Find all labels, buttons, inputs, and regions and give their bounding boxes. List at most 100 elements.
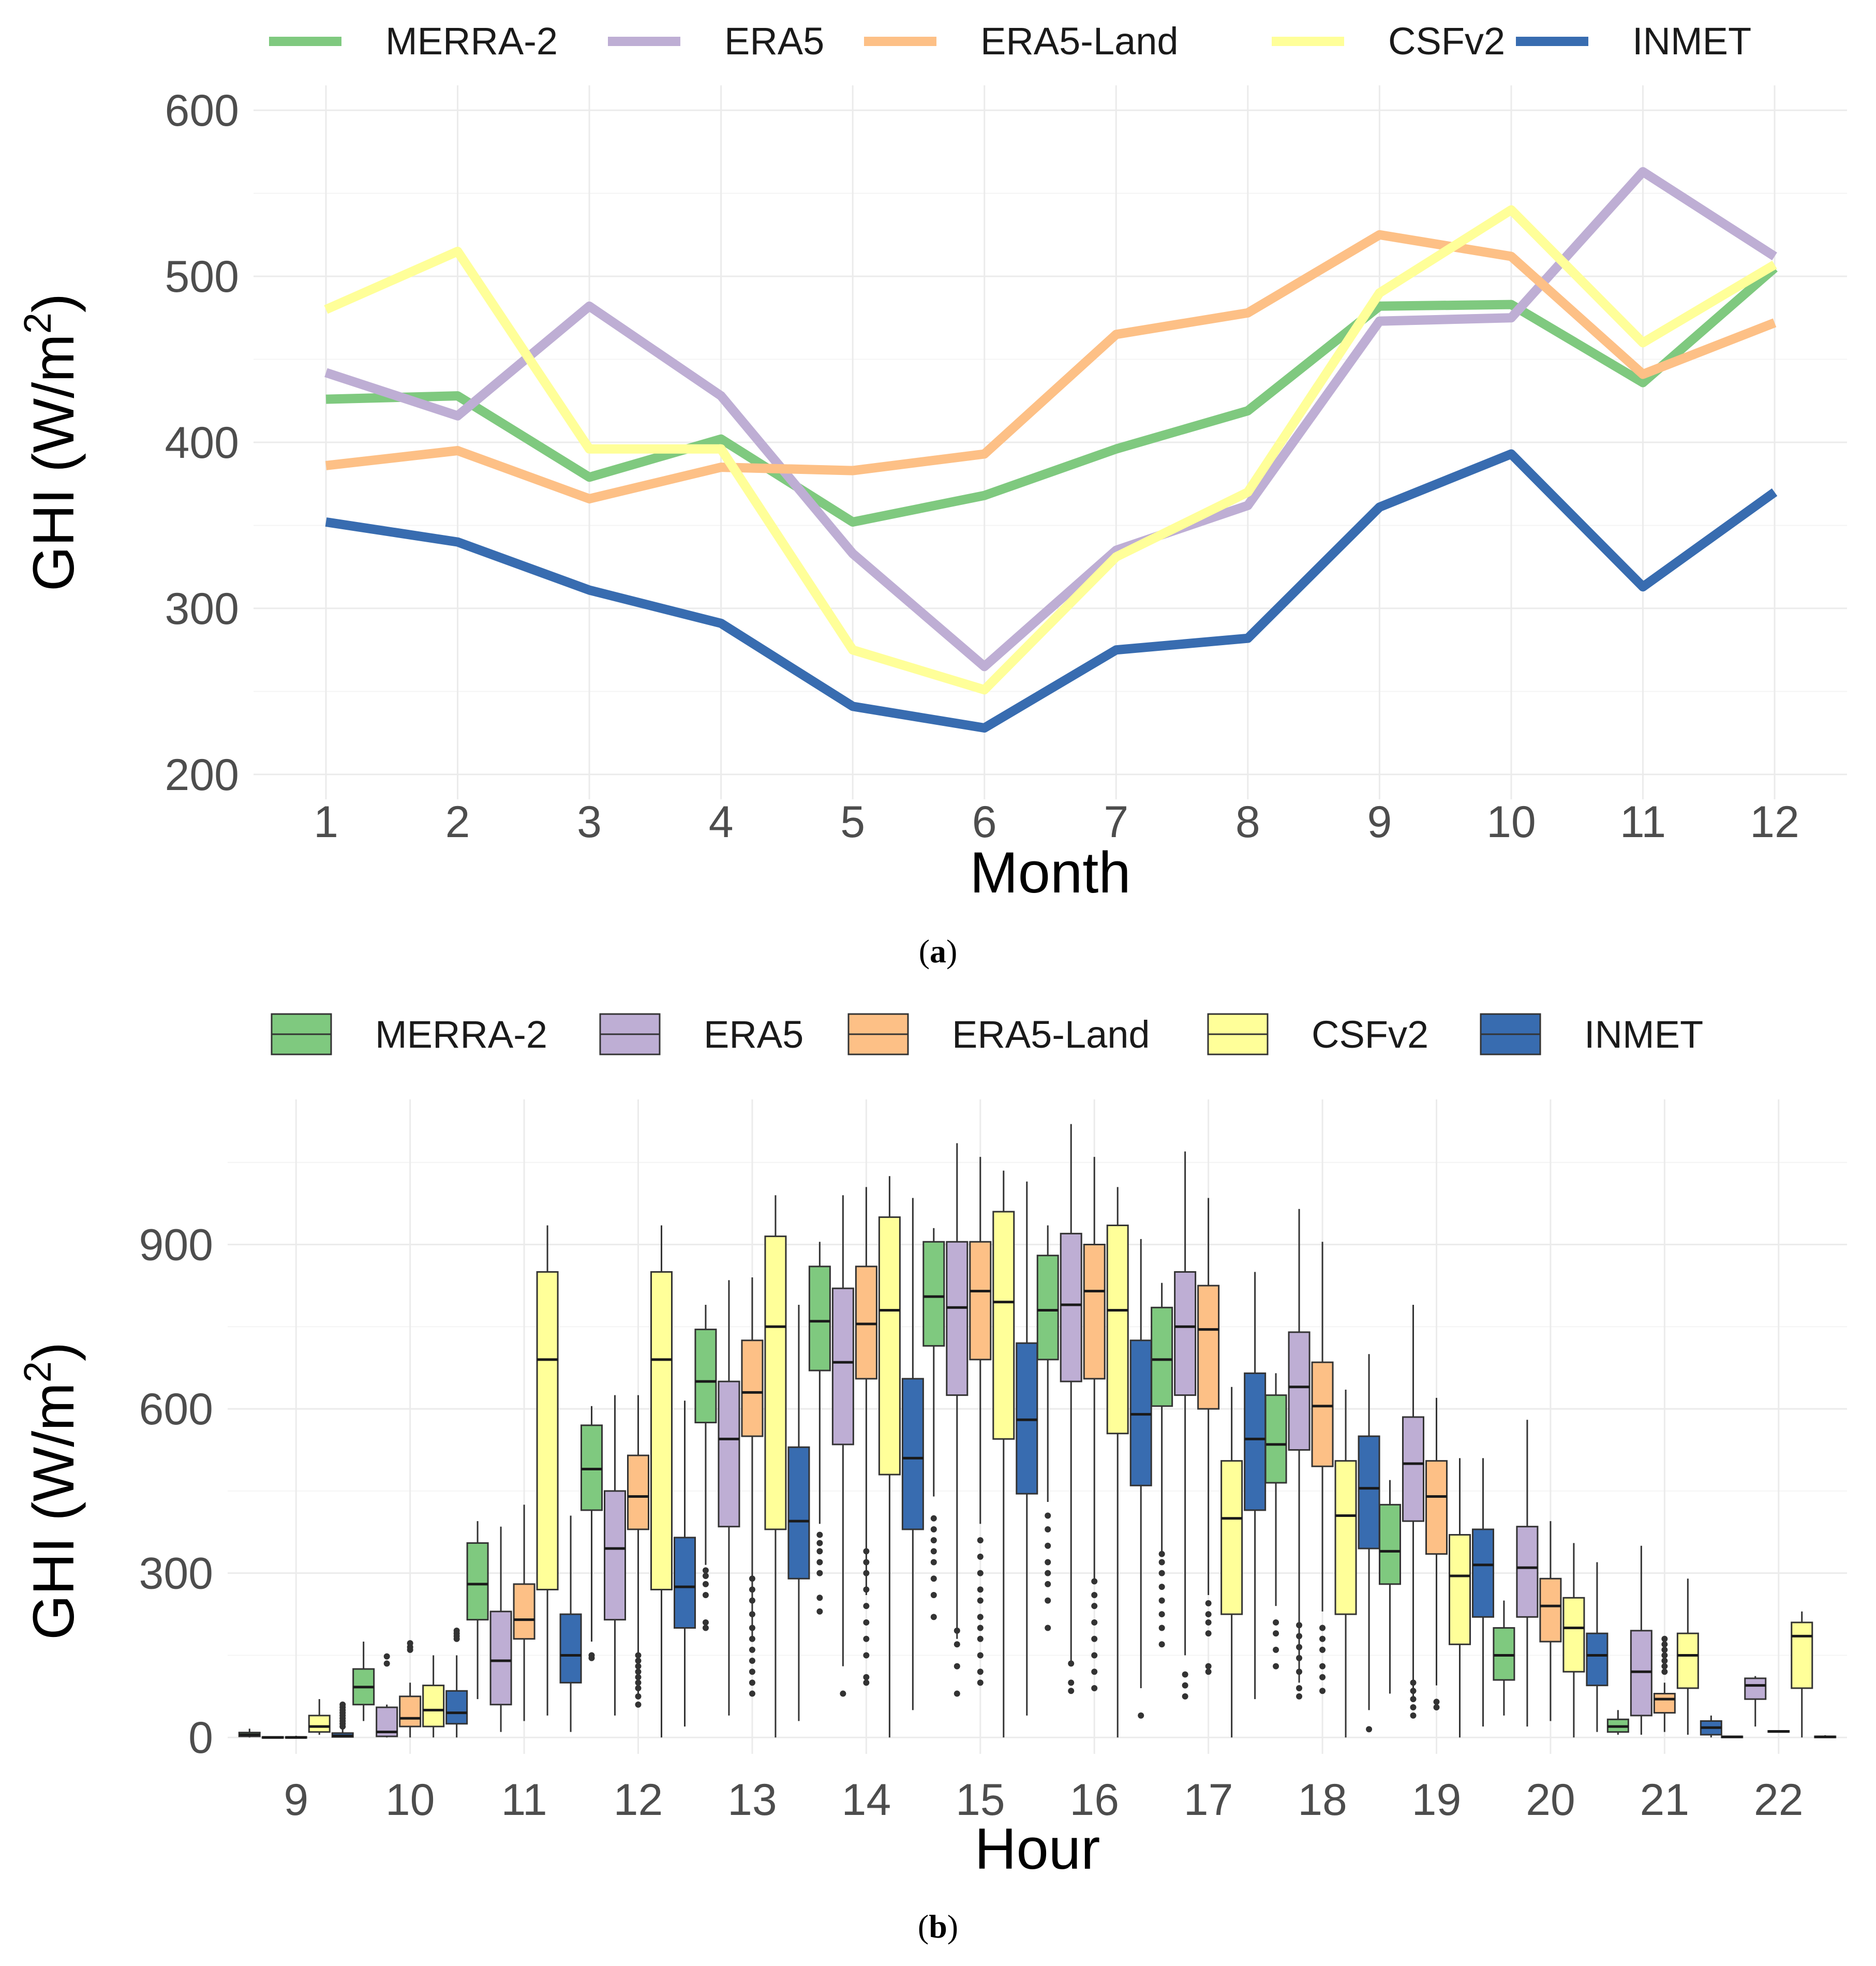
box-body — [741, 1339, 764, 1437]
box-merra-2-15 — [922, 1228, 945, 1620]
x-tick-label: 19 — [1412, 1775, 1462, 1825]
box-body — [489, 1611, 512, 1706]
outlier-point — [1138, 1712, 1144, 1719]
x-tick-label: 22 — [1754, 1775, 1804, 1825]
box-era5-land-19 — [1425, 1397, 1448, 1711]
outlier-point — [1296, 1633, 1303, 1640]
box-era5-land-10 — [399, 1640, 422, 1738]
outlier-point — [702, 1592, 709, 1599]
box-inmet-22 — [1814, 1735, 1837, 1738]
outlier-point — [930, 1537, 937, 1544]
box-era5-16 — [1060, 1124, 1082, 1694]
box-body — [1220, 1460, 1243, 1615]
outlier-point — [954, 1663, 960, 1670]
outlier-point — [1296, 1622, 1303, 1629]
outlier-point — [1158, 1570, 1165, 1576]
outlier-point — [977, 1669, 984, 1675]
outlier-point — [863, 1586, 870, 1593]
outlier-point — [383, 1660, 390, 1667]
outlier-point — [863, 1559, 870, 1566]
y-tick-label: 200 — [165, 750, 240, 800]
outlier-point — [1068, 1679, 1075, 1686]
box-body — [694, 1329, 717, 1424]
outlier-point — [1296, 1644, 1303, 1650]
box-body — [1791, 1621, 1813, 1689]
box-merra-2-11 — [466, 1521, 489, 1700]
outlier-point — [816, 1595, 823, 1601]
outlier-point — [954, 1690, 960, 1697]
outlier-point — [749, 1679, 755, 1686]
outlier-point — [1045, 1625, 1051, 1631]
outlier-point — [863, 1674, 870, 1680]
box-era5-land-11 — [513, 1505, 535, 1721]
box-body — [604, 1490, 627, 1621]
outlier-point — [930, 1515, 937, 1522]
outlier-point — [749, 1625, 755, 1631]
outlier-point — [816, 1548, 823, 1555]
legend-label: ERA5-Land — [952, 1013, 1150, 1056]
outlier-point — [1410, 1704, 1417, 1711]
outlier-point — [816, 1570, 823, 1576]
outlier-point — [1319, 1688, 1326, 1694]
legend-key-merra-2 — [271, 1013, 332, 1055]
outlier-point — [1091, 1635, 1098, 1642]
box-era5-15 — [946, 1143, 969, 1697]
outlier-point — [1091, 1578, 1098, 1585]
outlier-point — [863, 1603, 870, 1610]
y-axis-title: GHI (W/m2) — [16, 293, 86, 591]
outlier-point — [863, 1635, 870, 1642]
y-tick-label: 0 — [188, 1713, 213, 1763]
legend-label: MERRA-2 — [385, 20, 558, 63]
outlier-point — [977, 1652, 984, 1659]
outlier-point — [1433, 1699, 1440, 1705]
outlier-point — [1068, 1660, 1075, 1667]
x-tick-label: 12 — [614, 1775, 663, 1825]
box-inmet-17 — [1244, 1272, 1267, 1700]
outlier-point — [930, 1614, 937, 1620]
box-body — [1197, 1285, 1220, 1410]
outlier-point — [1091, 1603, 1098, 1610]
box-era5-21 — [1630, 1545, 1652, 1735]
outlier-point — [635, 1674, 642, 1680]
box-body — [1334, 1460, 1357, 1615]
outlier-point — [1091, 1685, 1098, 1691]
box-merra-2-10 — [352, 1641, 375, 1721]
box-body — [1562, 1597, 1585, 1673]
x-tick-label: 5 — [840, 797, 865, 847]
outlier-point — [1319, 1646, 1326, 1653]
box-body — [946, 1241, 969, 1396]
box-body — [855, 1265, 877, 1380]
outlier-point — [749, 1658, 755, 1664]
box-merra-2-17 — [1151, 1283, 1173, 1648]
box-merra-2-14 — [808, 1242, 831, 1615]
outlier-point — [1433, 1704, 1440, 1711]
x-tick-label: 9 — [284, 1775, 308, 1825]
outlier-point — [1205, 1630, 1212, 1637]
x-axis-title: Hour — [975, 1816, 1100, 1881]
box-body — [1016, 1342, 1038, 1495]
legend-label: ERA5-Land — [980, 20, 1179, 63]
outlier-point — [1205, 1669, 1212, 1675]
box-era5-land-12 — [627, 1395, 650, 1708]
x-tick-label: 20 — [1526, 1775, 1575, 1825]
box-body — [422, 1685, 445, 1727]
outlier-point — [1158, 1611, 1165, 1618]
outlier-point — [749, 1586, 755, 1593]
outlier-point — [1661, 1658, 1668, 1664]
box-inmet-11 — [559, 1515, 582, 1732]
outlier-point — [1045, 1559, 1051, 1566]
box-era5-18 — [1288, 1209, 1311, 1700]
box-body — [1358, 1435, 1380, 1550]
box-body — [1060, 1232, 1082, 1382]
box-body — [1264, 1394, 1287, 1484]
outlier-point — [1319, 1635, 1326, 1642]
legend-key-inmet — [1480, 1013, 1541, 1055]
box-csfv2-20 — [1562, 1543, 1585, 1738]
box-csfv2-14 — [878, 1176, 901, 1738]
outlier-point — [1296, 1685, 1303, 1691]
legend-label: CSFv2 — [1312, 1013, 1428, 1056]
box-era5-land-20 — [1539, 1521, 1562, 1721]
outlier-point — [635, 1693, 642, 1700]
box-inmet-18 — [1358, 1354, 1380, 1733]
series-line-merra-2 — [325, 264, 1778, 527]
